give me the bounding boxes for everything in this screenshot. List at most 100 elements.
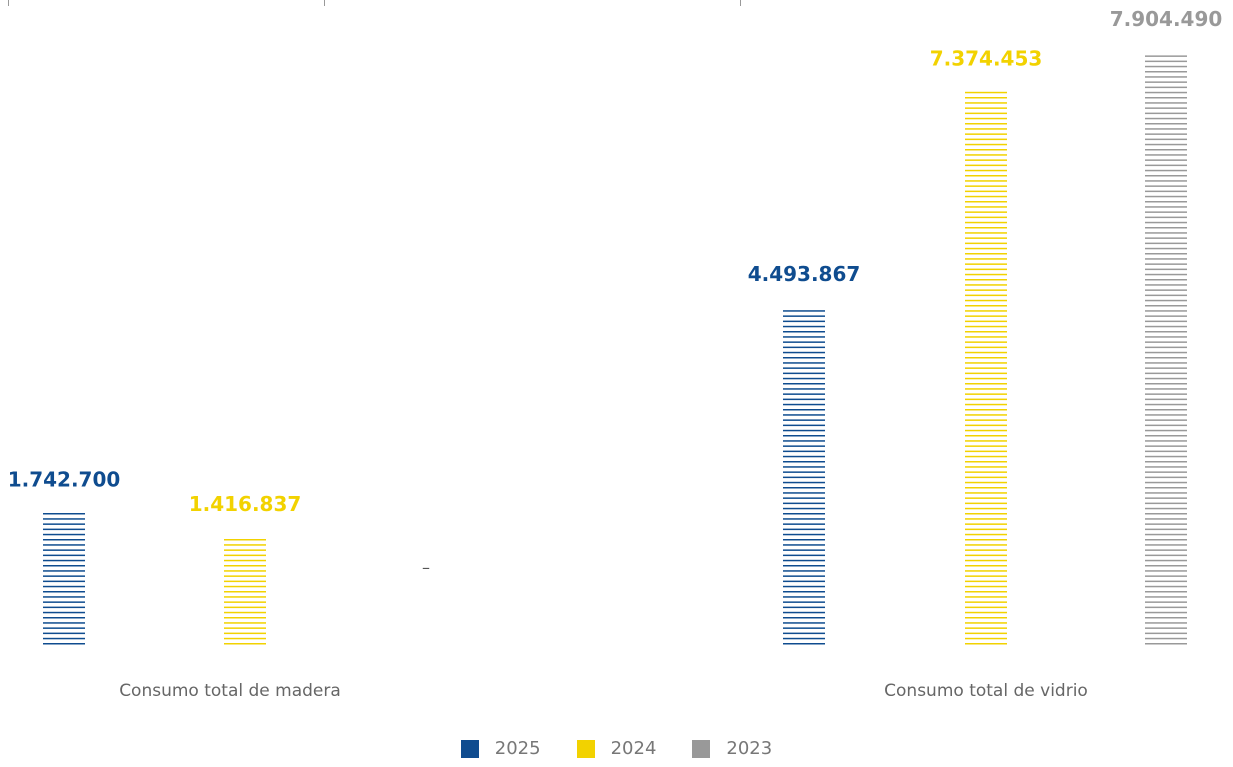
bar-stripe [965,513,1007,515]
bar-stripe [965,632,1007,635]
bar-stripe [224,585,266,588]
bar-stripe [965,237,1007,239]
top-edge-line-center [324,0,325,6]
bar-stripe [783,632,825,635]
bar-stripe [1145,632,1187,635]
bar-stripe [965,585,1007,588]
bar-stripe [1145,596,1187,598]
bar-stripe [965,533,1007,536]
bar-stripe [965,450,1007,453]
bar-stripe [1145,367,1187,369]
bar-stripe [1145,320,1187,323]
bar-stripe [1145,461,1187,463]
bar-stripe [1145,81,1187,83]
bar-stripe [1145,107,1187,109]
bar-stripe [965,117,1007,120]
bar-stripe [1145,435,1187,437]
bar-stripe [965,143,1007,146]
bar-stripe [965,284,1007,286]
bar-stripe [965,227,1007,229]
bar-stripe [965,310,1007,312]
bar-stripe [783,575,825,577]
bar-stripe [965,455,1007,458]
bar-stripe [1145,424,1187,427]
bar-stripe [783,507,825,510]
bar-stripe [1145,65,1187,68]
bar-stripe [1145,429,1187,432]
bar-stripe [783,461,825,463]
bar-stripe [965,627,1007,629]
bar-stripe [783,398,825,401]
bar-stripe [965,180,1007,182]
bar-stripe [1145,221,1187,224]
bar-stripe [43,606,85,609]
bar-stripe [1145,60,1187,63]
bar-stripe [43,601,85,603]
bar-stripe [783,518,825,520]
legend-item-2024: 2024 [576,738,657,759]
missing-value-mark: – [422,558,430,577]
bar-stripe [43,596,85,598]
bar-stripe [224,606,266,609]
bar-stripe [1145,175,1187,177]
bar-stripe [965,377,1007,380]
bar-stripe [1145,185,1187,187]
top-edge-line-left [8,0,9,6]
bar-stripe [783,310,825,312]
bar-stripe [224,570,266,572]
legend-label-2025: 2025 [494,738,541,759]
bar-stripe [783,601,825,603]
bar-stripe [1145,513,1187,515]
bar-stripe [1145,492,1187,494]
bar-stripe [1145,227,1187,229]
bar-stripe [783,455,825,458]
bar-stripe [783,424,825,427]
bar-stripe [965,299,1007,302]
legend-swatch-2024 [576,739,595,758]
bar-stripe [783,591,825,593]
bar-stripe [1145,336,1187,338]
bar-stripe [1145,627,1187,629]
legend-label-2024: 2024 [610,738,657,759]
bar-stripe [1145,180,1187,182]
bar-stripe [965,461,1007,463]
bar-stripe [965,107,1007,109]
bar-stripe [965,372,1007,375]
bar-stripe [965,253,1007,255]
bar-stripe [1145,539,1187,541]
bar-stripe [965,185,1007,187]
bar-stripe [783,523,825,525]
bar-stripe [1145,154,1187,156]
bar-stripe [783,403,825,406]
bar-stripe [1145,232,1187,234]
bar-stripe [1145,86,1187,89]
bar-stripe [224,627,266,629]
legend-label-2023: 2023 [726,738,773,759]
bar-stripe [1145,253,1187,255]
bar-stripe [783,554,825,557]
bar-stripe [43,518,85,520]
bar-stripe [224,611,266,614]
bar-stripe [1145,393,1187,395]
bar-stripe [1145,195,1187,198]
bar-stripe [965,466,1007,468]
bar-stripe [965,169,1007,172]
bar-stripe [1145,528,1187,531]
bar-stripe [1145,91,1187,94]
bar-stripe [965,102,1007,104]
bar-stripe [1145,617,1187,619]
bar-stripe [965,435,1007,437]
bar-stripe [1145,55,1187,57]
bar-stripe [783,497,825,499]
bar-stripe [783,471,825,473]
bar-stripe [1145,606,1187,609]
bar-stripe [783,637,825,640]
bar-stripe [965,570,1007,572]
bar-stripe [1145,372,1187,375]
bar-stripe [224,596,266,598]
bar-stripe [965,367,1007,369]
bar-stripe [965,263,1007,265]
bar-stripe [965,565,1007,567]
bar-stripe [965,622,1007,624]
bar-stripe [783,367,825,369]
